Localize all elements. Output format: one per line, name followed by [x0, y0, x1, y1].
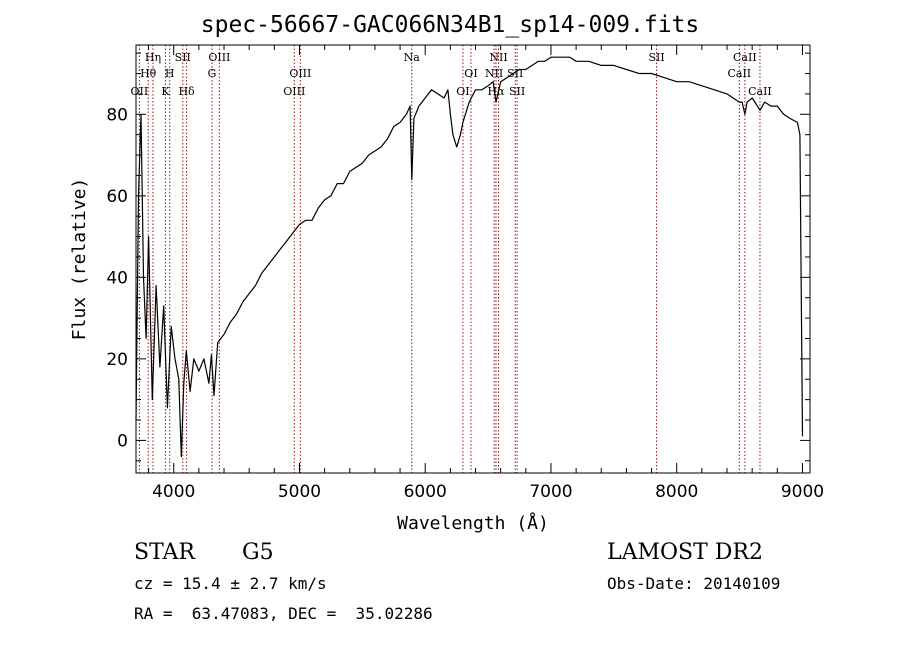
plot-frame	[135, 44, 811, 474]
y-tick-label-2: 40	[106, 268, 128, 288]
survey-label: LAMOST DR2	[607, 540, 763, 565]
chart-title: spec-56667-GAC066N34B1_sp14-009.fits	[200, 12, 700, 38]
y-tick-label-4: 80	[106, 105, 128, 125]
line-label-18: SII	[509, 85, 525, 98]
line-label-12: OI	[464, 67, 477, 80]
x-tick-label-2: 6000	[404, 482, 447, 502]
line-label-10: OIII	[283, 85, 305, 98]
y-tick-label-3: 60	[106, 187, 128, 207]
line-label-15: NII	[485, 67, 503, 80]
obs-date-readout: Obs-Date: 20140109	[607, 574, 781, 593]
x-tick-label-4: 8000	[655, 482, 698, 502]
line-label-11: Na	[404, 51, 421, 64]
y-axis-label: Flux (relative)	[69, 178, 90, 341]
line-label-0: Hη	[145, 51, 161, 64]
x-tick-label-1: 5000	[278, 482, 321, 502]
object-class: STAR	[134, 540, 195, 565]
axis-ticks: 4000 5000 6000 7000 8000 9000 0 20 40 60 80	[106, 45, 824, 502]
y-tick-label-1: 20	[106, 350, 128, 370]
x-axis-label: Wavelength (Å)	[397, 512, 549, 534]
x-tick-label-5: 9000	[781, 482, 824, 502]
line-label-7: OIII	[208, 51, 230, 64]
line-label-2: OII	[131, 85, 149, 98]
line-label-3: SII	[175, 51, 191, 64]
redshift-readout: cz = 15.4 ± 2.7 km/s	[134, 574, 327, 593]
spectral-line-markers	[138, 45, 761, 473]
line-label-16: Hα	[487, 85, 505, 98]
line-label-22: CaII	[748, 85, 772, 98]
line-label-14: NII	[489, 51, 507, 64]
y-tick-label-0: 0	[117, 431, 128, 451]
spectrum-line-0	[135, 56, 804, 458]
object-subclass: G5	[242, 540, 274, 565]
line-label-8: G	[208, 67, 217, 80]
line-label-13: OI	[456, 85, 469, 98]
x-tick-label-3: 7000	[529, 482, 572, 502]
spectrum-series	[135, 56, 804, 458]
line-label-21: CaII	[727, 67, 751, 80]
x-tick-label-0: 4000	[152, 482, 195, 502]
line-label-9: OIII	[289, 67, 311, 80]
line-label-1: Hθ	[140, 67, 157, 80]
line-label-19: SII	[648, 51, 664, 64]
line-label-5: K	[161, 85, 170, 98]
line-label-20: CaII	[733, 51, 757, 64]
coordinates-readout: RA = 63.47083, DEC = 35.02286	[134, 604, 433, 623]
line-label-4: H	[165, 67, 175, 80]
line-label-6: Hδ	[178, 85, 195, 98]
